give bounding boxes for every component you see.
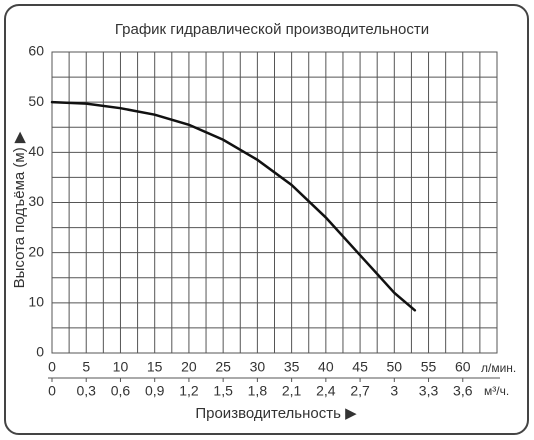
y-tick-label: 40 [28,143,44,159]
x2-unit: м³/ч. [484,384,509,398]
x2-tick-label: 3,6 [453,383,473,399]
y-tick-label: 0 [36,344,44,360]
x2-tick-label: 0 [48,383,56,399]
x-tick-label: 30 [250,359,266,375]
x-tick-label: 20 [181,359,197,375]
x-tick-label: 10 [113,359,129,375]
x-tick-label: 25 [215,359,231,375]
x-tick-label: 15 [147,359,163,375]
x-tick-label: 45 [352,359,368,375]
x-tick-label: 55 [421,359,437,375]
x2-tick-label: 1,8 [248,383,268,399]
x2-tick-label: 0,3 [76,383,96,399]
x2-tick-label: 2,7 [350,383,370,399]
y-tick-label: 30 [28,193,44,209]
y-tick-label: 60 [28,43,44,59]
x-tick-label: 0 [48,359,56,375]
chart-title: График гидравлической производительности [115,21,429,38]
y-tick-label: 50 [28,93,44,109]
x2-tick-label: 1,5 [213,383,233,399]
x2-tick-label: 1,2 [179,383,199,399]
x-tick-label: 5 [82,359,90,375]
x-axis-label: Производительность ▶ [195,405,357,422]
x-tick-label: 60 [455,359,471,375]
x2-tick-label: 2,1 [282,383,302,399]
performance-curve [50,100,417,312]
y-tick-label: 10 [28,294,44,310]
x2-tick-label: 0,9 [145,383,165,399]
x-tick-label: 50 [387,359,403,375]
x-tick-label: 40 [318,359,334,375]
x2-tick-label: 0,6 [111,383,131,399]
y-axis-label: Высота подъёма (м) ▶ [11,131,28,288]
x2-tick-label: 3,3 [419,383,439,399]
frame [4,4,529,435]
y-tick-label: 20 [28,243,44,259]
x-tick-label: 35 [284,359,300,375]
x2-tick-label: 2,4 [316,383,336,399]
x2-tick-label: 3 [390,383,398,399]
x-unit: л/мин. [481,361,516,375]
